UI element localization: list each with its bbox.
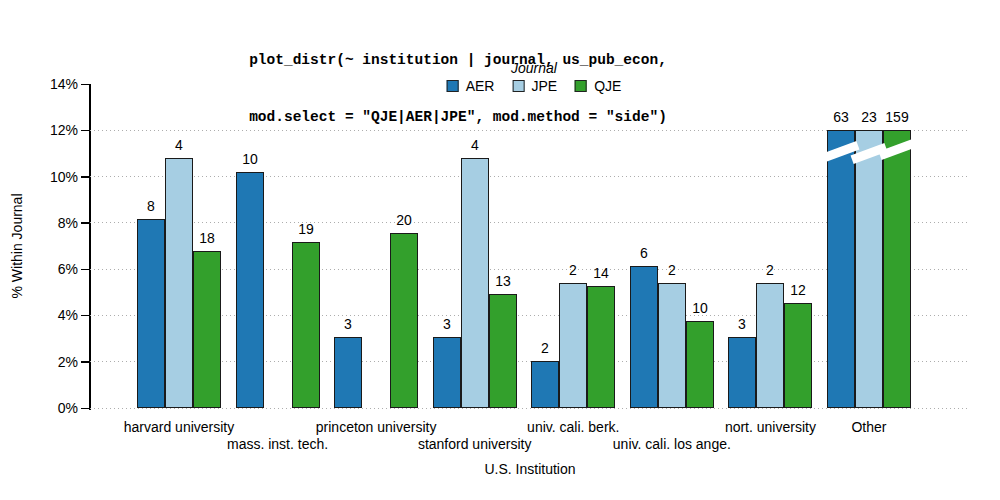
x-category-label-univ-cali-los-ange: univ. cali. los ange. <box>577 436 767 452</box>
other-jpe-bar <box>855 130 883 408</box>
univ-cali-berk-qje-bar <box>587 286 615 408</box>
y-axis-title: % Within Journal <box>9 171 25 321</box>
univ-cali-berk-aer-value-label: 2 <box>523 340 567 357</box>
nort-university-aer-value-label: 3 <box>720 316 764 333</box>
harvard-university-aer-value-label: 8 <box>129 198 173 215</box>
univ-cali-los-ange-jpe-value-label: 2 <box>650 262 694 279</box>
y-tick-label: 6% <box>28 261 78 277</box>
harvard-university-jpe-bar <box>165 158 193 408</box>
univ-cali-los-ange-qje-bar <box>686 321 714 408</box>
y-tick-label: 8% <box>28 215 78 231</box>
legend-title: Journal <box>447 60 622 76</box>
stanford-university-aer-value-label: 3 <box>425 316 469 333</box>
stanford-university-aer-bar <box>433 337 461 408</box>
x-category-label-stanford-university: stanford university <box>380 436 570 452</box>
y-tick <box>81 176 89 178</box>
y-tick <box>81 84 89 86</box>
nort-university-jpe-bar <box>756 283 784 408</box>
univ-cali-los-ange-aer-value-label: 6 <box>622 245 666 262</box>
y-tick-label: 2% <box>28 354 78 370</box>
x-category-label-other: Other <box>774 419 964 435</box>
harvard-university-aer-bar <box>137 219 165 408</box>
nort-university-aer-bar <box>728 337 756 408</box>
plot-area: 8418101932034132214621032126323159 <box>90 84 970 408</box>
univ-cali-los-ange-aer-bar <box>630 266 658 408</box>
princeton-university-qje-value-label: 20 <box>382 212 426 229</box>
nort-university-qje-value-label: 12 <box>776 282 820 299</box>
stanford-university-qje-value-label: 13 <box>481 273 525 290</box>
x-axis-title: U.S. Institution <box>90 461 970 477</box>
univ-cali-los-ange-qje-value-label: 10 <box>678 300 722 317</box>
y-tick <box>81 269 89 271</box>
nort-university-jpe-value-label: 2 <box>748 262 792 279</box>
other-qje-value-label: 159 <box>875 109 919 126</box>
y-tick-label: 0% <box>28 400 78 416</box>
mass-inst-tech-qje-value-label: 19 <box>284 221 328 238</box>
harvard-university-qje-value-label: 18 <box>185 230 229 247</box>
stanford-university-qje-bar <box>489 294 517 408</box>
y-tick-label: 10% <box>28 169 78 185</box>
y-tick-label: 14% <box>28 76 78 92</box>
princeton-university-aer-value-label: 3 <box>326 316 370 333</box>
princeton-university-qje-bar <box>390 233 418 408</box>
stanford-university-jpe-value-label: 4 <box>453 137 497 154</box>
harvard-university-jpe-value-label: 4 <box>157 137 201 154</box>
univ-cali-berk-qje-value-label: 14 <box>579 265 623 282</box>
univ-cali-berk-aer-bar <box>531 361 559 408</box>
y-tick-label: 4% <box>28 307 78 323</box>
mass-inst-tech-aer-bar <box>236 172 264 408</box>
y-tick <box>81 408 89 410</box>
princeton-university-aer-bar <box>334 337 362 408</box>
x-category-label-harvard-university: harvard university <box>84 419 274 435</box>
y-tick <box>81 315 89 317</box>
figure: plot_distr(~ institution | journal, us_p… <box>0 0 1000 500</box>
other-aer-bar <box>827 130 855 408</box>
other-qje-bar <box>883 130 911 408</box>
harvard-university-qje-bar <box>193 251 221 408</box>
y-tick <box>81 222 89 224</box>
x-category-label-univ-cali-berk: univ. cali. berk. <box>478 419 668 435</box>
y-tick <box>81 130 89 132</box>
mass-inst-tech-qje-bar <box>292 242 320 408</box>
mass-inst-tech-aer-value-label: 10 <box>228 151 272 168</box>
x-category-label-princeton-university: princeton university <box>281 419 471 435</box>
y-tick <box>81 361 89 363</box>
y-tick-label: 12% <box>28 122 78 138</box>
nort-university-qje-bar <box>784 303 812 408</box>
x-category-label-mass-inst-tech: mass. inst. tech. <box>183 436 373 452</box>
